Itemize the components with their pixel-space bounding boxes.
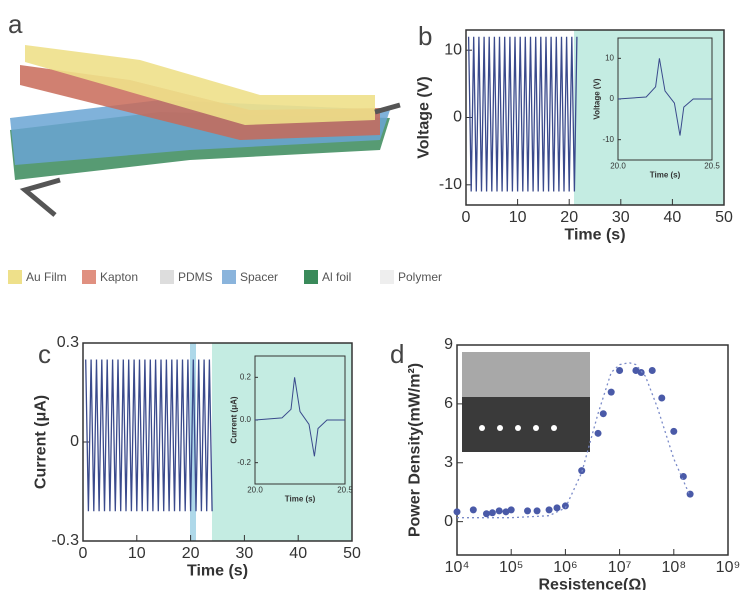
data-point xyxy=(561,502,569,510)
data-point xyxy=(658,394,666,402)
legend-label: Spacer xyxy=(240,270,278,284)
y-axis-title: Voltage (V) xyxy=(592,78,601,120)
y-axis-title: Power Density(mW/m²) xyxy=(407,363,424,537)
x-axis-title: Time (s) xyxy=(187,563,248,580)
y-tick-label: 6 xyxy=(444,395,453,412)
x-tick-label: 10⁴ xyxy=(445,559,470,576)
x-tick-label: 10 xyxy=(128,545,146,562)
legend-swatches xyxy=(8,270,394,284)
x-axis-title: Time (s) xyxy=(285,494,316,503)
data-point xyxy=(616,367,624,375)
highlight xyxy=(574,30,724,205)
x-tick-label: 40 xyxy=(289,545,307,562)
x-tick-label: 10⁶ xyxy=(553,559,577,576)
data-point xyxy=(607,388,615,396)
highlight xyxy=(212,343,352,541)
y-axis-title: Current (μA) xyxy=(33,395,50,489)
legend-label: Au Film xyxy=(26,270,67,284)
data-point xyxy=(553,504,561,512)
y-tick-label: 10 xyxy=(605,53,614,62)
x-tick-label: 50 xyxy=(715,209,733,226)
x-axis-title: Time (s) xyxy=(650,170,681,179)
data-point xyxy=(488,509,496,517)
data-point xyxy=(507,506,515,514)
x-tick-label: 20.5 xyxy=(704,162,720,171)
data-line xyxy=(457,362,691,519)
data-point xyxy=(686,490,694,498)
x-tick-label: 20.0 xyxy=(610,162,626,171)
data-point xyxy=(453,508,461,516)
highlight xyxy=(190,343,196,541)
panel-label: b xyxy=(418,21,432,51)
x-tick-label: 20.5 xyxy=(337,486,353,495)
y-tick-label: 0 xyxy=(444,513,453,530)
data-point xyxy=(469,506,477,514)
x-axis-title: Time (s) xyxy=(564,227,625,244)
data-point xyxy=(482,510,490,518)
legend-label: PDMS xyxy=(178,270,213,284)
photo-inset xyxy=(462,352,590,452)
x-tick-label: 20.0 xyxy=(247,486,263,495)
x-tick-label: 0 xyxy=(462,209,471,226)
data-point xyxy=(670,427,678,435)
data-line xyxy=(254,377,345,457)
y-tick-label: 10 xyxy=(444,41,462,58)
y-tick-label: 0.3 xyxy=(57,334,79,351)
x-tick-label: 10 xyxy=(509,209,527,226)
x-tick-label: 10⁷ xyxy=(608,559,632,576)
y-tick-label: -10 xyxy=(439,176,462,193)
data-point xyxy=(648,367,656,375)
x-tick-label: 10⁸ xyxy=(662,559,687,576)
y-axis-title: Voltage (V) xyxy=(416,76,433,158)
legend-label: Kapton xyxy=(100,270,138,284)
y-tick-label: -10 xyxy=(602,135,614,144)
x-tick-label: 40 xyxy=(664,209,682,226)
layer-diagram xyxy=(10,45,401,217)
data-point xyxy=(594,429,602,437)
y-tick-label: 3 xyxy=(444,454,453,471)
panel-label: d xyxy=(390,339,404,369)
data-point xyxy=(637,368,645,376)
data-line xyxy=(617,58,712,136)
data-point xyxy=(495,507,503,515)
plot-frame xyxy=(456,344,729,556)
panel-label: a xyxy=(8,9,23,39)
data-point xyxy=(533,507,541,515)
x-tick-label: 50 xyxy=(343,545,361,562)
data-point xyxy=(502,508,510,516)
x-axis-title: Resistence(Ω) xyxy=(539,577,647,590)
y-tick-label: 0.0 xyxy=(240,415,252,424)
y-tick-label: -0.2 xyxy=(237,458,251,467)
x-tick-label: 30 xyxy=(612,209,630,226)
y-axis-title: Current (μA) xyxy=(229,396,238,443)
panel-label: c xyxy=(38,339,51,369)
data-point xyxy=(524,507,532,515)
data-line xyxy=(467,36,578,192)
legend-label: Al foil xyxy=(322,270,351,284)
y-tick-label: 0 xyxy=(453,109,462,126)
data-point xyxy=(632,367,640,375)
data-point xyxy=(599,410,607,418)
x-tick-label: 20 xyxy=(560,209,578,226)
x-tick-label: 0 xyxy=(79,545,88,562)
y-tick-label: 9 xyxy=(444,336,453,353)
data-line xyxy=(85,359,213,512)
y-tick-label: -0.3 xyxy=(51,532,79,549)
data-point xyxy=(545,506,553,514)
y-tick-label: 0 xyxy=(70,433,79,450)
y-tick-label: 0 xyxy=(610,94,615,103)
x-tick-label: 30 xyxy=(236,545,254,562)
x-tick-label: 20 xyxy=(182,545,200,562)
x-tick-label: 10⁹ xyxy=(716,559,741,576)
legend-label: Polymer xyxy=(398,270,442,284)
y-tick-label: 0.2 xyxy=(240,372,252,381)
x-tick-label: 10⁵ xyxy=(499,559,523,576)
